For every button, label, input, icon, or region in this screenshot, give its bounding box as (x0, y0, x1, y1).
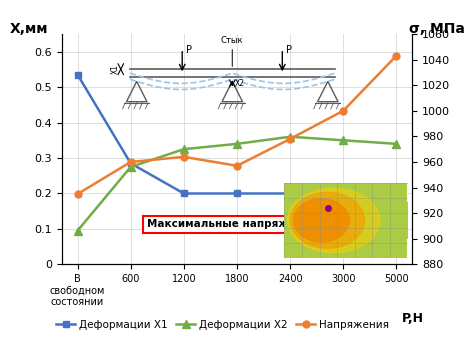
Деформации Х1 (234, 192, 240, 196)
Text: X,мм: X,мм (9, 22, 48, 36)
Напряжения (340, 109, 346, 113)
Деформации Х2 (234, 142, 240, 146)
Деформации Х1 (393, 192, 399, 196)
Напряжения (393, 54, 399, 58)
Text: P,H: P,H (402, 313, 424, 325)
Деформации Х2 (287, 135, 293, 139)
Text: P: P (186, 45, 191, 55)
Polygon shape (408, 183, 414, 202)
Text: σ, МПа: σ, МПа (409, 22, 465, 36)
Деформации Х1 (340, 192, 346, 196)
Legend: Деформации Х1, Деформации Х2, Напряжения: Деформации Х1, Деформации Х2, Напряжения (52, 315, 393, 334)
Ellipse shape (291, 193, 365, 248)
Text: X2: X2 (235, 79, 245, 88)
Деформации Х2 (75, 229, 81, 233)
Ellipse shape (293, 199, 349, 242)
Text: X1: X1 (110, 64, 119, 74)
Деформации Х1 (128, 161, 134, 165)
Деформации Х2 (393, 142, 399, 146)
Деформации Х2 (340, 138, 346, 142)
Напряжения (181, 155, 187, 159)
Напряжения (75, 192, 81, 196)
Text: P: P (286, 45, 292, 55)
Напряжения (234, 164, 240, 168)
Text: Максимальные напряжения: Максимальные напряжения (146, 205, 330, 229)
Деформации Х1 (75, 73, 81, 77)
Напряжения (128, 160, 134, 164)
Line: Деформации Х1: Деформации Х1 (74, 71, 400, 197)
Деформации Х1 (287, 192, 293, 196)
Деформации Х2 (181, 147, 187, 151)
Line: Деформации Х2: Деформации Х2 (73, 133, 401, 235)
Ellipse shape (287, 188, 380, 253)
Деформации Х2 (128, 165, 134, 169)
Line: Напряжения: Напряжения (74, 52, 400, 197)
Text: Стык: Стык (221, 36, 244, 45)
Polygon shape (408, 239, 414, 258)
Деформации Х1 (181, 192, 187, 196)
Напряжения (287, 137, 293, 141)
